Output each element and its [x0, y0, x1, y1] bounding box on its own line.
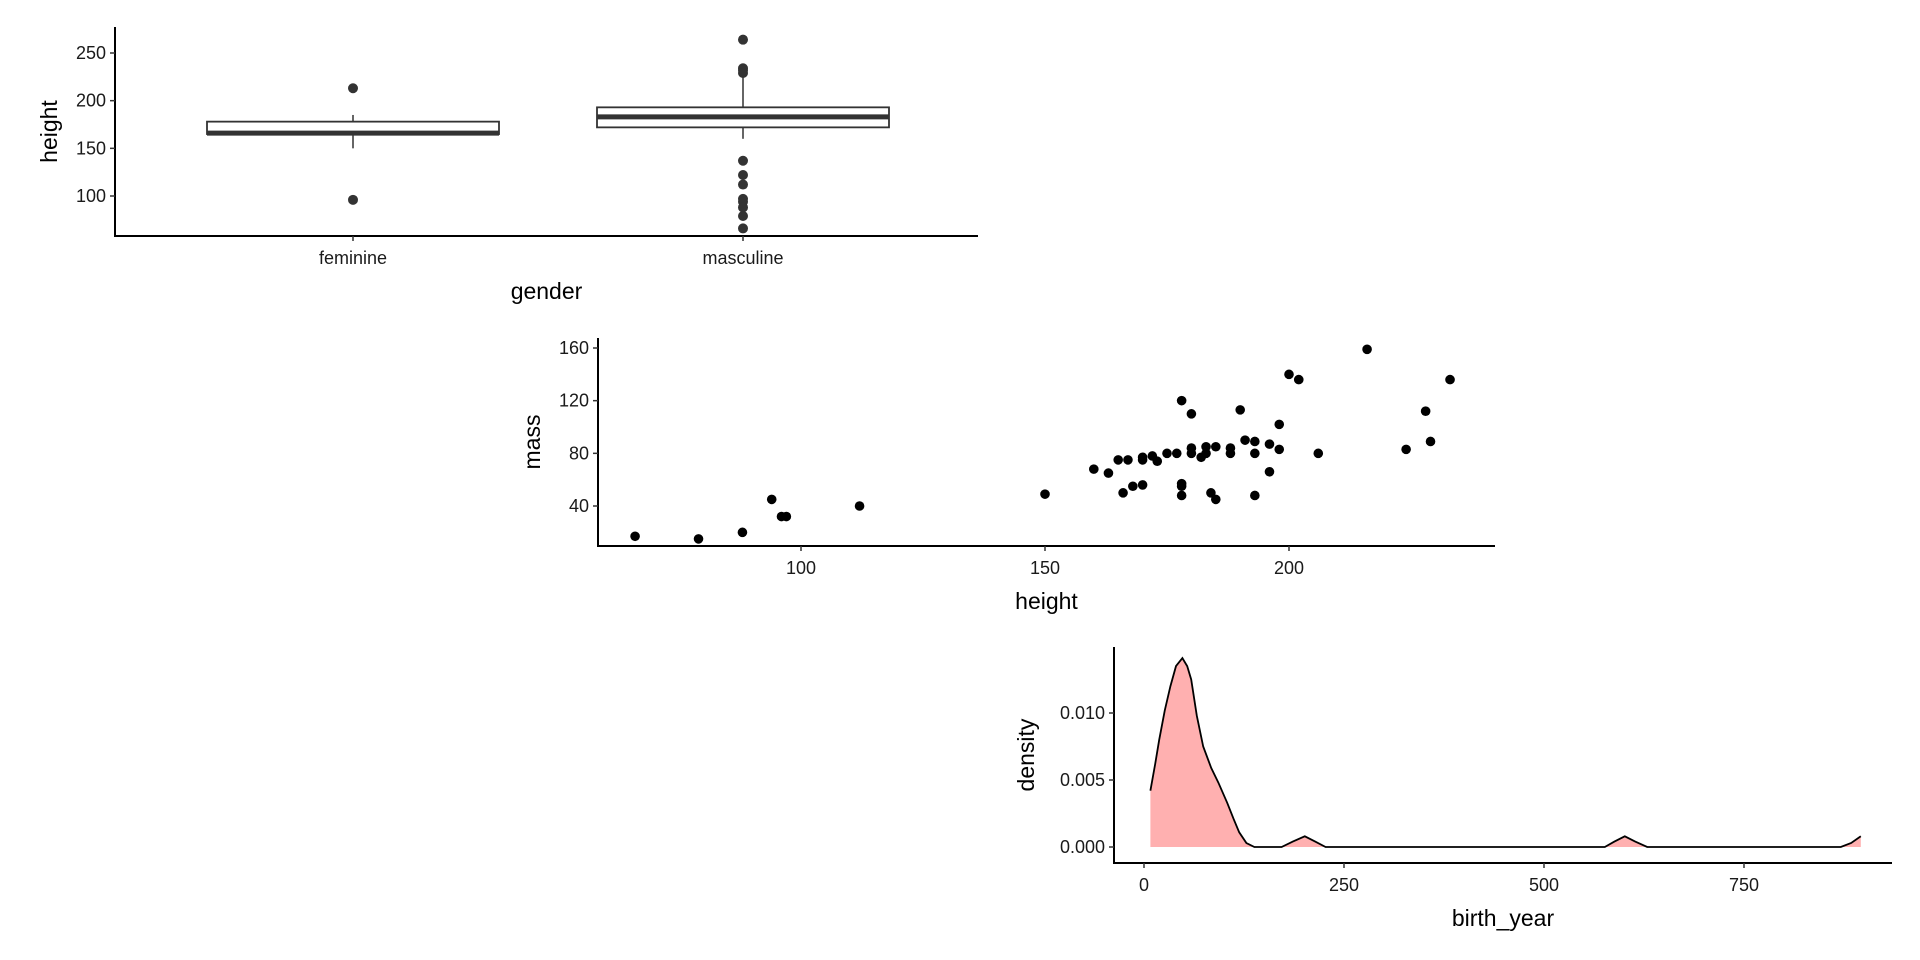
scatter-point: [766, 494, 777, 505]
y-tick-label: 250: [76, 43, 106, 63]
y-tick-label: 200: [76, 91, 106, 111]
scatter-point: [1274, 419, 1285, 430]
outlier-point: [738, 68, 748, 79]
scatter-point: [1137, 455, 1148, 465]
scatter-point: [1201, 448, 1211, 459]
y-tick-label: 0.010: [1060, 703, 1105, 723]
scatter-panel: 40 80 120 160 100 150 200 height mass: [519, 338, 1495, 614]
boxplot-panel: 100 150 200 250 feminine masculine gender heigh…: [36, 27, 978, 304]
scatter-point: [1250, 448, 1260, 459]
scatter-point: [1186, 409, 1197, 419]
scatter-point: [1201, 441, 1211, 452]
scatter-point: [1137, 480, 1148, 490]
y-tick-label: 120: [559, 391, 589, 411]
scatter-point: [1425, 436, 1436, 447]
x-tick-label: 500: [1529, 875, 1559, 895]
scatter-point: [1264, 439, 1275, 449]
scatter-point: [737, 527, 748, 538]
scatter-point: [1089, 464, 1099, 474]
x-axis-title: gender: [511, 278, 583, 304]
axis-lines: [1113, 647, 1892, 864]
scatter-point: [1186, 448, 1197, 459]
x-tick-label: 150: [1030, 558, 1060, 578]
outlier-point: [348, 194, 358, 205]
scatter-point: [1171, 448, 1182, 459]
scatter-point: [1225, 448, 1236, 459]
axis-lines: [114, 27, 978, 237]
y-tick-label: 0.000: [1060, 837, 1105, 857]
outlier-point: [738, 179, 748, 190]
outlier-point: [738, 223, 748, 234]
density-panel: 0.000 0.005 0.010 0 250 500 750 birth_year densi…: [1013, 647, 1892, 931]
scatter-point: [1176, 481, 1187, 492]
outlier-point: [738, 34, 748, 45]
y-axis-title: density: [1013, 718, 1039, 791]
scatter-point: [1235, 405, 1245, 415]
axis-lines: [597, 338, 1495, 547]
scatter-point: [630, 531, 640, 542]
y-tick-label: 160: [559, 338, 589, 358]
scatter-point: [781, 511, 792, 522]
scatter-point: [1420, 406, 1431, 417]
x-tick-label: 100: [786, 558, 816, 578]
scatter-point: [1284, 369, 1294, 380]
outlier-point: [348, 83, 358, 94]
outlier-point: [738, 155, 748, 166]
scatter-point: [1113, 455, 1123, 465]
scatter-point: [1362, 344, 1372, 355]
scatter-point: [1211, 441, 1221, 452]
scatter-point: [1401, 444, 1411, 455]
scatter-point: [1128, 481, 1138, 492]
scatter-point: [1250, 436, 1260, 447]
x-tick-label: 200: [1274, 558, 1304, 578]
scatter-point: [1211, 494, 1221, 505]
density-area: [1150, 658, 1861, 847]
scatter-point: [1445, 374, 1455, 385]
scatter-point: [1176, 395, 1187, 406]
scatter-point: [1274, 444, 1285, 455]
outlier-point: [738, 202, 748, 213]
density-line: [1149, 656, 1862, 848]
scatter-point: [1240, 435, 1250, 445]
scatter-point: [1118, 488, 1128, 498]
x-axis-title: height: [1015, 588, 1078, 614]
x-tick-label: feminine: [319, 248, 387, 268]
y-tick-label: 150: [76, 138, 106, 158]
y-tick-label: 40: [569, 496, 589, 516]
x-tick-label: 750: [1729, 875, 1759, 895]
scatter-point: [1152, 456, 1163, 467]
scatter-point: [1123, 455, 1133, 465]
y-tick-label: 80: [569, 443, 589, 463]
scatter-point: [1264, 466, 1275, 477]
y-axis-title: mass: [519, 415, 545, 470]
scatter-point: [1162, 448, 1172, 459]
scatter-point: [1293, 374, 1304, 385]
scatter-point: [1313, 448, 1324, 459]
outlier-point: [738, 211, 748, 222]
x-tick-label: 250: [1329, 875, 1359, 895]
x-tick-label: 0: [1139, 875, 1149, 895]
y-tick-label: 0.005: [1060, 770, 1105, 790]
scatter-point: [693, 534, 704, 544]
scatter-point: [1250, 490, 1260, 501]
scatter-point: [1206, 488, 1216, 498]
x-tick-label: masculine: [702, 248, 783, 268]
y-tick-label: 100: [76, 186, 106, 206]
scatter-point: [1103, 468, 1114, 478]
outlier-point: [738, 170, 748, 181]
scatter-point: [854, 501, 865, 511]
scatter-point: [1176, 490, 1187, 501]
y-axis-title: height: [36, 100, 62, 163]
x-axis-title: birth_year: [1452, 905, 1555, 931]
scatter-point: [1040, 489, 1050, 499]
